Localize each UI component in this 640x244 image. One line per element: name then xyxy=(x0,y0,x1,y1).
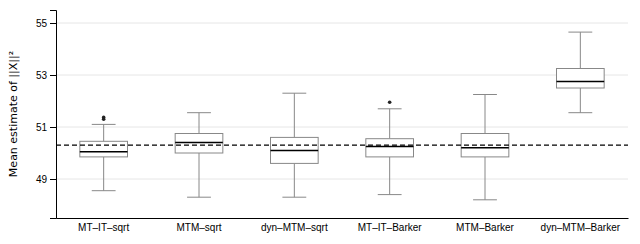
y-axis: 49 51 53 55 xyxy=(36,11,57,219)
whisker-high xyxy=(103,124,104,141)
flier xyxy=(102,116,106,120)
cap-high xyxy=(187,112,211,113)
whisker-low xyxy=(103,157,104,191)
cap-low xyxy=(473,199,497,200)
box-group xyxy=(461,95,509,200)
y-tick: 51 xyxy=(36,122,56,133)
x-tick-label: MTM–Barker xyxy=(456,222,514,233)
whisker-low xyxy=(294,163,295,197)
y-axis-line xyxy=(50,11,57,219)
whisker-high xyxy=(199,113,200,134)
median xyxy=(271,150,319,152)
y-tick-label: 53 xyxy=(36,70,48,81)
box-group xyxy=(557,32,605,113)
whisker-low xyxy=(199,153,200,197)
y-axis-title: Mean estimate of ||X||² xyxy=(7,51,20,177)
cap-low xyxy=(92,190,116,191)
median xyxy=(366,146,414,148)
box xyxy=(271,137,319,163)
x-tick-label: dyn–MTM–sqrt xyxy=(261,222,328,233)
cap-low xyxy=(282,197,306,198)
cap-high xyxy=(568,32,592,33)
y-tick: 55 xyxy=(36,18,56,29)
cap-low xyxy=(187,197,211,198)
marks xyxy=(56,32,628,200)
x-tick-label: MT–IT–Barker xyxy=(358,222,423,233)
cap-low xyxy=(568,112,592,113)
box-group xyxy=(80,116,128,191)
grid-line xyxy=(56,127,628,128)
x-tick: MTM–sqrt xyxy=(177,218,222,233)
whisker-high xyxy=(294,93,295,137)
y-tick-label: 51 xyxy=(36,122,48,133)
whisker-high xyxy=(389,109,390,139)
flier xyxy=(388,101,392,105)
cap-high xyxy=(378,108,402,109)
box-group xyxy=(175,113,223,198)
x-tick: dyn–MTM–sqrt xyxy=(261,218,328,233)
x-tick: MTM–Barker xyxy=(456,218,514,233)
whisker-low xyxy=(580,88,581,113)
median xyxy=(557,81,605,83)
median xyxy=(175,142,223,144)
cap-high xyxy=(92,124,116,125)
plot: 49515355MT–IT–sqrtMTM–sqrtdyn–MTM–sqrtMT… xyxy=(36,11,629,234)
whisker-low xyxy=(389,157,390,195)
y-tick-mark xyxy=(50,179,56,180)
x-tick: dyn–MTM–Barker xyxy=(541,218,621,233)
y-tick: 49 xyxy=(36,174,56,185)
median xyxy=(461,147,509,149)
box xyxy=(80,141,128,157)
y-tick-mark xyxy=(50,75,56,76)
grid xyxy=(56,23,628,179)
whisker-low xyxy=(485,157,486,200)
box-group xyxy=(366,101,414,195)
x-axis-line xyxy=(57,218,629,219)
reference-line xyxy=(56,145,628,146)
x-tick-label: MTM–sqrt xyxy=(177,222,222,233)
box xyxy=(366,139,414,157)
whisker-high xyxy=(485,95,486,134)
cap-high xyxy=(282,93,306,94)
y-tick-label: 55 xyxy=(36,18,48,29)
whisker-high xyxy=(580,32,581,68)
x-tick-label: dyn–MTM–Barker xyxy=(541,222,621,233)
y-tick-label: 49 xyxy=(36,174,48,185)
x-axis: MT–IT–sqrt MTM–sqrt dyn–MTM–sqrt MT–IT–Bark… xyxy=(57,218,629,233)
y-tick-mark xyxy=(50,127,56,128)
median xyxy=(80,151,128,153)
box xyxy=(557,69,605,89)
cap-low xyxy=(378,194,402,195)
x-tick: MT–IT–sqrt xyxy=(78,218,129,233)
box-group xyxy=(271,93,319,197)
y-tick-mark xyxy=(50,23,56,24)
chart: 49515355MT–IT–sqrtMTM–sqrtdyn–MTM–sqrtMT… xyxy=(0,0,640,244)
grid-line xyxy=(56,75,628,76)
box xyxy=(175,134,223,154)
grid-line xyxy=(56,179,628,180)
y-tick: 53 xyxy=(36,70,56,81)
cap-high xyxy=(473,94,497,95)
x-tick: MT–IT–Barker xyxy=(358,218,423,233)
grid-line xyxy=(56,23,628,24)
x-tick-label: MT–IT–sqrt xyxy=(78,222,129,233)
